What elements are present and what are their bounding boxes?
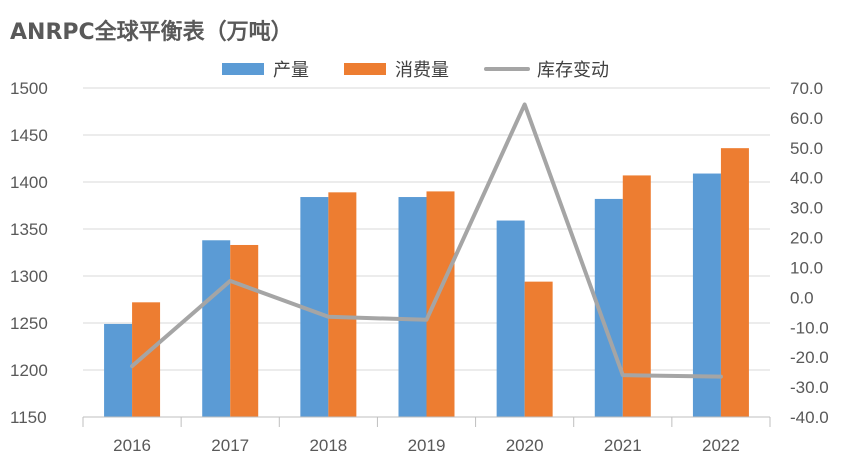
x-axis-tick-label: 2017 bbox=[211, 436, 249, 455]
right-axis-tick-label: -10.0 bbox=[790, 318, 829, 337]
x-axis-tick-label: 2020 bbox=[506, 436, 544, 455]
right-axis-tick-label: 40.0 bbox=[790, 169, 823, 188]
bar-产量 bbox=[202, 240, 231, 417]
right-axis-tick-label: 10.0 bbox=[790, 258, 823, 277]
x-axis-tick-label: 2018 bbox=[309, 436, 347, 455]
right-axis-tick-label: -40.0 bbox=[790, 408, 829, 427]
right-axis-tick-label: 50.0 bbox=[790, 139, 823, 158]
left-axis-tick-label: 1300 bbox=[10, 267, 48, 286]
legend-label: 库存变动 bbox=[537, 60, 609, 81]
legend-label: 产量 bbox=[273, 60, 309, 81]
bar-消费量 bbox=[426, 191, 455, 417]
inventory-line bbox=[130, 102, 723, 379]
right-axis-tick-label: -30.0 bbox=[790, 378, 829, 397]
legend-swatch bbox=[222, 63, 264, 75]
left-axis-tick-label: 1400 bbox=[10, 173, 48, 192]
right-axis-tick-label: 70.0 bbox=[790, 79, 823, 98]
x-axis-tick-label: 2016 bbox=[113, 436, 151, 455]
right-axis-tick-label: 60.0 bbox=[790, 109, 823, 128]
bar-产量 bbox=[496, 220, 525, 417]
bar-消费量 bbox=[720, 148, 749, 417]
bar-消费量 bbox=[328, 192, 357, 417]
right-axis-tick-label: 30.0 bbox=[790, 199, 823, 218]
right-axis-tick-label: 0.0 bbox=[790, 288, 814, 307]
axes: 1150 1200 1250 1300 1350 1400 1450 1500 -40.0 -30… bbox=[10, 79, 829, 455]
line-库存变动 bbox=[130, 102, 723, 379]
x-axis-tick-label: 2022 bbox=[702, 436, 740, 455]
chart-title: ANRPC全球平衡表（万吨） bbox=[10, 20, 293, 45]
bar-产量 bbox=[104, 323, 133, 417]
legend-swatch bbox=[344, 63, 386, 75]
left-axis-tick-label: 1450 bbox=[10, 126, 48, 145]
bar-消费量 bbox=[524, 281, 553, 417]
x-axis-tick-label: 2019 bbox=[408, 436, 446, 455]
left-axis-tick-label: 1250 bbox=[10, 314, 48, 333]
bar-消费量 bbox=[230, 244, 259, 417]
bar-产量 bbox=[398, 197, 427, 417]
bar-消费量 bbox=[622, 175, 651, 417]
right-axis-tick-label: -20.0 bbox=[790, 348, 829, 367]
right-axis-tick-label: 20.0 bbox=[790, 229, 823, 248]
bar-消费量 bbox=[132, 302, 161, 417]
legend-label: 消费量 bbox=[395, 60, 449, 81]
x-axis-tick-label: 2021 bbox=[604, 436, 642, 455]
left-axis-tick-label: 1200 bbox=[10, 361, 48, 380]
left-axis-tick-label: 1150 bbox=[10, 408, 47, 427]
bar-产量 bbox=[692, 173, 721, 417]
left-axis-tick-label: 1350 bbox=[10, 220, 48, 239]
legend: 产量 消费量 库存变动 bbox=[222, 60, 609, 81]
left-axis-tick-label: 1500 bbox=[10, 79, 48, 98]
